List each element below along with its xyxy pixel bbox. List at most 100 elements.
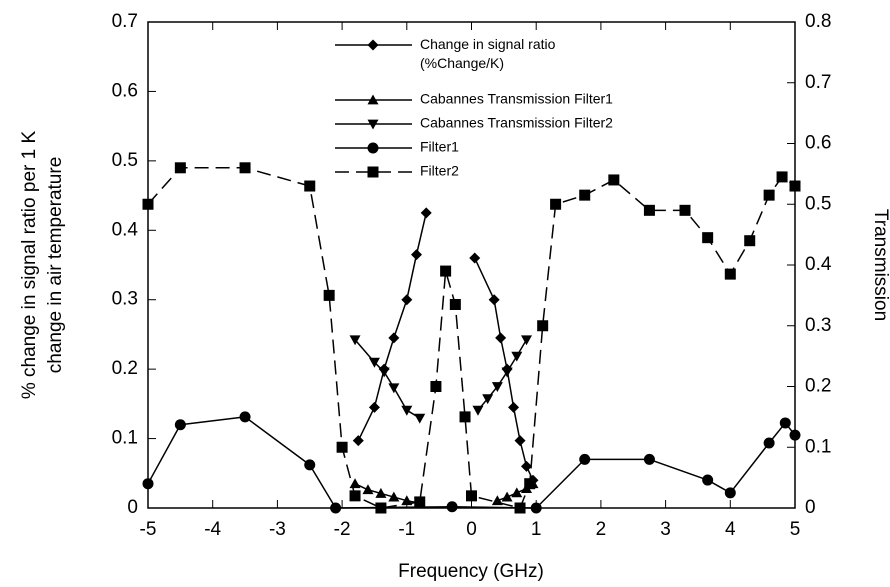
marker: [401, 405, 413, 416]
marker: [388, 332, 400, 344]
marker: [401, 495, 413, 506]
marker: [352, 435, 364, 447]
legend-label: Cabannes Transmission Filter1: [420, 91, 613, 107]
marker: [388, 491, 400, 502]
y2-tick-label: 0.1: [805, 436, 831, 457]
marker: [608, 174, 620, 186]
y-tick-label: 0.4: [112, 219, 139, 240]
marker: [174, 162, 186, 174]
marker: [401, 294, 413, 306]
y2-axis-label: Transmission: [870, 209, 890, 321]
x-tick-label: -5: [140, 519, 157, 540]
marker: [469, 252, 481, 264]
y-tick-label: 0.5: [112, 150, 138, 171]
legend-marker: [367, 39, 379, 51]
x-axis-label: Frequency (GHz): [398, 561, 544, 582]
marker: [724, 487, 736, 499]
marker: [239, 411, 251, 423]
y-tick-label: 0.2: [112, 358, 138, 379]
marker: [368, 401, 380, 413]
y2-tick-label: 0.8: [805, 11, 831, 32]
marker: [323, 289, 335, 301]
legend-marker: [367, 142, 379, 154]
marker: [789, 429, 801, 441]
x-tick-label: 0: [466, 519, 477, 540]
marker: [349, 490, 361, 502]
marker: [430, 381, 442, 392]
marker: [411, 249, 423, 261]
legend-label: Filter1: [420, 139, 459, 155]
marker: [440, 265, 452, 277]
legend-label: Filter2: [420, 163, 459, 179]
marker: [142, 198, 154, 210]
legend-marker: [367, 94, 379, 105]
marker: [524, 478, 536, 490]
marker: [414, 413, 426, 424]
marker: [550, 198, 562, 210]
marker: [537, 320, 549, 332]
marker: [304, 459, 316, 471]
x-tick-label: 4: [725, 519, 736, 540]
y-tick-label: 0.3: [112, 289, 138, 310]
marker: [520, 460, 532, 472]
marker: [466, 490, 477, 502]
marker: [508, 401, 520, 413]
marker: [488, 294, 500, 306]
legend-marker: [367, 119, 379, 130]
x-tick-label: -2: [334, 519, 351, 540]
marker: [789, 180, 801, 192]
x-tick-label: 1: [531, 519, 542, 540]
x-tick-label: -3: [269, 519, 286, 540]
marker: [349, 478, 361, 489]
y2-tick-label: 0.7: [805, 72, 831, 93]
marker: [511, 487, 523, 498]
series-line: [354, 339, 528, 419]
marker: [388, 383, 400, 394]
marker: [174, 419, 186, 431]
marker: [744, 235, 756, 247]
series-line: [147, 167, 796, 509]
marker: [501, 367, 513, 378]
marker: [330, 502, 342, 514]
marker: [643, 453, 655, 465]
y-tick-label: 0.7: [112, 11, 138, 32]
marker: [459, 411, 471, 423]
marker: [304, 180, 316, 192]
x-tick-label: -4: [204, 519, 221, 540]
y-tick-label: 0: [127, 497, 138, 518]
y-axis-label: change in air temperature: [45, 157, 66, 374]
marker: [349, 335, 361, 346]
marker: [702, 474, 714, 486]
marker: [579, 189, 591, 201]
marker: [514, 435, 526, 447]
marker: [414, 496, 426, 508]
marker: [520, 335, 532, 346]
legend-label: Cabannes Transmission Filter2: [420, 115, 613, 131]
legend-marker: [367, 166, 379, 178]
series-line: [357, 212, 534, 481]
marker: [449, 298, 461, 310]
marker: [362, 484, 374, 495]
marker: [501, 491, 513, 502]
marker: [763, 189, 775, 201]
y2-tick-label: 0.6: [805, 133, 831, 154]
marker: [336, 441, 348, 453]
x-tick-label: 3: [660, 519, 671, 540]
y2-tick-label: 0.4: [805, 254, 832, 275]
marker: [511, 351, 523, 362]
y-tick-label: 0.1: [112, 428, 138, 449]
x-tick-label: 2: [596, 519, 607, 540]
y2-tick-label: 0.3: [805, 315, 831, 336]
marker: [375, 487, 387, 498]
marker: [702, 232, 714, 244]
x-tick-label: -1: [398, 519, 415, 540]
y2-tick-label: 0.2: [805, 376, 831, 397]
marker: [495, 332, 507, 344]
marker: [420, 207, 432, 219]
y2-tick-label: 0: [805, 497, 816, 518]
marker: [514, 502, 526, 514]
marker: [378, 367, 390, 378]
y-tick-label: 0.6: [112, 80, 138, 101]
marker: [724, 268, 736, 280]
